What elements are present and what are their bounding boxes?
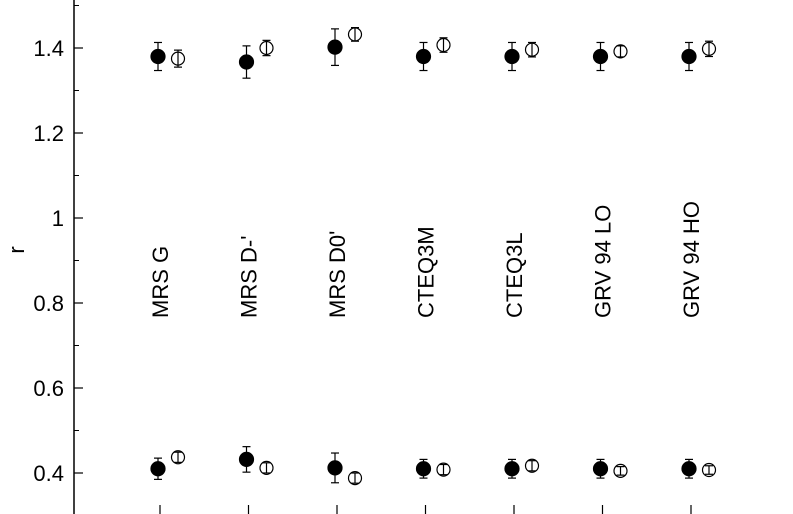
category-label: MRS D-' [237, 236, 262, 318]
open-circle-point [347, 27, 363, 42]
open-circle-point [613, 463, 628, 478]
filled-circle-point [592, 458, 609, 479]
category-label: MRS D0' [325, 231, 350, 318]
marker [327, 460, 343, 476]
marker [436, 37, 451, 53]
y-tick-label: 0.4 [33, 461, 64, 486]
marker [259, 40, 274, 56]
y-tick-label: 1.4 [33, 36, 64, 61]
open-circle-point [436, 37, 451, 53]
marker [613, 44, 628, 59]
open-circle-point [259, 39, 274, 57]
marker [524, 458, 540, 473]
open-circle-point [701, 462, 717, 478]
open-circle-point [436, 462, 451, 477]
data-marks [150, 27, 717, 486]
x-ticks [159, 505, 692, 514]
filled-circle-point [681, 41, 697, 72]
filled-circle-point [592, 41, 609, 72]
open-circle-point [347, 471, 363, 486]
filled-circle-point [150, 457, 166, 480]
category-label: MRS G [148, 246, 173, 318]
y-tick-label: 0.8 [33, 291, 64, 316]
marker [592, 461, 609, 477]
filled-circle-point [415, 41, 432, 72]
filled-circle-point [238, 446, 255, 473]
y-ticks: 0.4 0.6 0.8 1 1.2 1.4 [33, 5, 83, 486]
open-circle-point [259, 460, 274, 475]
marker [415, 461, 432, 477]
marker [259, 460, 274, 475]
marker [701, 462, 717, 478]
filled-circle-point [150, 41, 166, 72]
open-circle-point [170, 450, 186, 465]
marker [170, 51, 186, 66]
category-label: GRV 94 HO [679, 201, 704, 318]
open-circle-point [170, 49, 186, 68]
marker [347, 471, 363, 486]
category-label: CTEQ3M [414, 226, 439, 318]
open-circle-point [613, 44, 628, 59]
marker [150, 461, 166, 477]
filled-circle-point [504, 41, 520, 72]
marker [592, 48, 609, 65]
marker [681, 48, 697, 65]
filled-circle-point [681, 458, 697, 479]
category-label: GRV 94 LO [591, 205, 616, 318]
marker [170, 450, 186, 465]
marker [238, 451, 255, 467]
marker [327, 39, 343, 55]
y-axis-label: r [4, 246, 29, 253]
y-tick-label: 1.2 [33, 121, 64, 146]
marker [524, 42, 540, 57]
marker [504, 48, 520, 65]
filled-circle-point [238, 45, 255, 79]
marker [613, 463, 628, 478]
y-tick-label: 1 [52, 206, 64, 231]
marker [347, 27, 363, 42]
open-circle-point [524, 458, 540, 473]
marker [436, 462, 451, 477]
y-tick-label: 0.6 [33, 376, 64, 401]
marker [504, 461, 520, 477]
marker [701, 41, 717, 56]
filled-circle-point [415, 458, 432, 479]
open-circle-point [701, 40, 717, 58]
filled-circle-point [504, 458, 520, 479]
marker [681, 461, 697, 477]
category-labels: MRS G MRS D-' MRS D0' CTEQ3M CTEQ3L GRV 94 LO… [148, 201, 704, 318]
marker [238, 54, 255, 70]
open-circle-point [524, 41, 540, 58]
marker [415, 48, 432, 65]
filled-circle-point [327, 452, 343, 484]
filled-circle-point [327, 28, 343, 67]
category-label: CTEQ3L [502, 232, 527, 318]
marker [150, 48, 166, 65]
